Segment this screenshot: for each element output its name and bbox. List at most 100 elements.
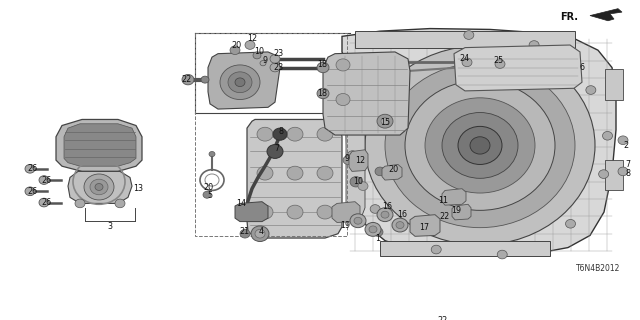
Text: 10: 10 (254, 47, 264, 56)
Text: 23: 23 (273, 49, 283, 58)
Circle shape (370, 205, 380, 213)
Polygon shape (332, 202, 360, 222)
Circle shape (442, 113, 518, 178)
Circle shape (182, 75, 194, 85)
Text: 20: 20 (203, 183, 213, 192)
Polygon shape (64, 124, 136, 166)
Text: 9: 9 (262, 56, 268, 65)
Polygon shape (68, 172, 132, 204)
Text: 11: 11 (438, 196, 448, 205)
Circle shape (255, 229, 265, 238)
Text: 22: 22 (181, 75, 191, 84)
Text: 20: 20 (388, 165, 398, 174)
Polygon shape (590, 9, 622, 21)
Circle shape (431, 245, 441, 254)
Text: 8: 8 (625, 169, 630, 178)
Circle shape (350, 177, 362, 187)
Text: 22: 22 (438, 316, 448, 320)
Polygon shape (442, 189, 466, 205)
Polygon shape (342, 28, 616, 255)
Circle shape (25, 187, 35, 196)
Circle shape (287, 166, 303, 180)
Text: 21: 21 (239, 228, 249, 236)
Circle shape (270, 54, 280, 63)
Circle shape (317, 166, 333, 180)
Circle shape (369, 226, 377, 233)
Circle shape (230, 46, 240, 54)
Circle shape (115, 199, 125, 208)
Text: 12: 12 (355, 156, 365, 165)
Circle shape (203, 191, 211, 198)
Circle shape (273, 128, 287, 140)
Circle shape (381, 118, 389, 125)
Circle shape (257, 205, 273, 219)
Circle shape (529, 41, 539, 49)
Text: 19: 19 (340, 220, 350, 229)
Text: 13: 13 (133, 184, 143, 193)
Circle shape (405, 81, 555, 210)
Circle shape (240, 229, 250, 238)
Circle shape (251, 226, 269, 242)
Circle shape (317, 205, 333, 219)
Text: 16: 16 (382, 202, 392, 211)
Bar (355, 31, 575, 48)
Text: 25: 25 (493, 56, 503, 65)
Circle shape (350, 214, 366, 228)
Text: 22: 22 (439, 212, 449, 221)
Circle shape (377, 114, 393, 128)
Circle shape (495, 60, 505, 68)
Text: 20: 20 (231, 41, 241, 50)
Polygon shape (208, 52, 280, 109)
Text: 12: 12 (247, 34, 257, 43)
Bar (605, 160, 623, 190)
Text: 9: 9 (344, 154, 349, 163)
Circle shape (287, 127, 303, 141)
Circle shape (365, 222, 381, 236)
Text: 5: 5 (207, 191, 212, 200)
Text: 23: 23 (273, 63, 283, 72)
Circle shape (354, 217, 362, 224)
Text: 15: 15 (380, 118, 390, 127)
Circle shape (39, 176, 49, 184)
Polygon shape (323, 52, 410, 135)
Circle shape (385, 63, 575, 228)
Circle shape (393, 56, 403, 65)
Polygon shape (235, 202, 268, 222)
Text: 1: 1 (376, 235, 381, 244)
Circle shape (228, 72, 252, 92)
Text: 18: 18 (317, 60, 327, 69)
Bar (380, 241, 550, 256)
Bar (195, 33, 347, 236)
Text: 19: 19 (451, 206, 461, 215)
Circle shape (358, 182, 368, 190)
Text: 17: 17 (419, 223, 429, 232)
Text: 7: 7 (625, 160, 630, 169)
Circle shape (602, 132, 612, 140)
Bar (605, 69, 623, 100)
Circle shape (586, 86, 596, 94)
Circle shape (95, 183, 103, 190)
Circle shape (75, 199, 85, 208)
Circle shape (375, 167, 385, 176)
Circle shape (235, 78, 245, 87)
Text: 18: 18 (317, 89, 327, 98)
Polygon shape (349, 150, 368, 172)
Text: 16: 16 (397, 210, 407, 219)
Circle shape (618, 167, 628, 176)
Circle shape (343, 156, 353, 164)
Polygon shape (382, 164, 402, 180)
Polygon shape (247, 119, 342, 238)
Circle shape (220, 65, 260, 100)
Text: 4: 4 (259, 228, 264, 236)
Circle shape (425, 98, 535, 193)
Circle shape (260, 60, 266, 66)
Circle shape (598, 170, 609, 179)
Text: FR.: FR. (560, 12, 578, 22)
Circle shape (392, 218, 408, 232)
Circle shape (317, 127, 333, 141)
Circle shape (458, 126, 502, 164)
Text: 8: 8 (278, 127, 284, 136)
Circle shape (287, 205, 303, 219)
Text: 26: 26 (41, 176, 51, 185)
Text: 14: 14 (236, 199, 246, 208)
